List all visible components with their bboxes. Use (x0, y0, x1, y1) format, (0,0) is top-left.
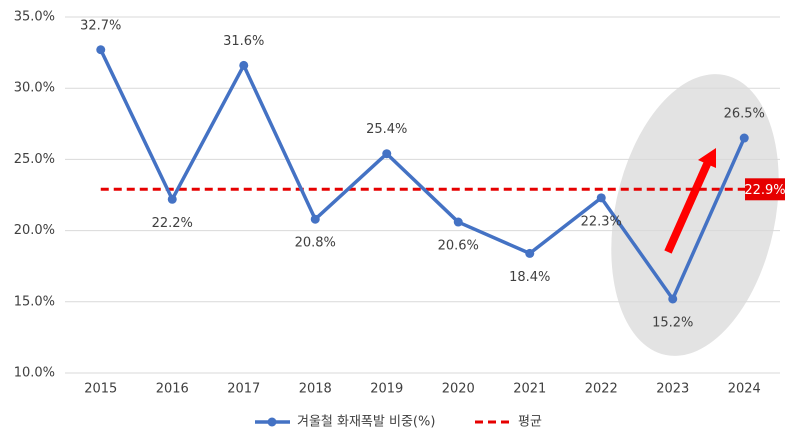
y-tick-label: 20.0% (14, 223, 55, 238)
x-tick-label: 2018 (299, 382, 332, 397)
data-label: 32.7% (80, 18, 121, 33)
x-tick-label: 2016 (156, 382, 189, 397)
legend-label: 겨울철 화재폭발 비중(%) (297, 415, 435, 430)
x-tick-label: 2023 (656, 382, 689, 397)
average-label-box (745, 178, 785, 201)
data-label: 25.4% (366, 122, 407, 137)
x-tick-label: 2024 (728, 382, 761, 397)
data-point (382, 149, 392, 159)
y-tick-label: 30.0% (14, 81, 55, 96)
y-tick-label: 35.0% (14, 10, 55, 25)
highlight-ellipse (611, 74, 779, 356)
data-label: 31.6% (223, 34, 264, 49)
data-point (525, 248, 535, 258)
trend-arrow-head (698, 148, 716, 168)
data-point (239, 60, 249, 70)
data-point (167, 194, 177, 204)
legend-label: 평균 (518, 415, 542, 430)
data-point (453, 217, 463, 227)
x-tick-label: 2019 (370, 382, 403, 397)
trend-arrow (664, 160, 712, 254)
average-label: 22.9% (744, 183, 785, 198)
x-tick-label: 2022 (585, 382, 618, 397)
data-label: 18.4% (509, 270, 550, 285)
x-tick-label: 2020 (442, 382, 475, 397)
data-point (596, 193, 606, 203)
data-label: 22.2% (152, 216, 193, 231)
grid (65, 16, 780, 374)
series-line (99, 48, 746, 301)
data-label: 20.6% (438, 239, 479, 254)
x-tick-label: 2017 (227, 382, 260, 397)
x-tick-label: 2015 (84, 382, 117, 397)
data-label: 15.2% (652, 315, 693, 330)
legend-marker (267, 417, 277, 427)
data-point (96, 45, 106, 55)
y-tick-label: 10.0% (14, 366, 55, 381)
y-tick-label: 25.0% (14, 152, 55, 167)
y-tick-label: 15.0% (14, 294, 55, 309)
data-point (739, 133, 749, 143)
x-tick-label: 2021 (513, 382, 546, 397)
data-point (668, 294, 678, 304)
data-label: 26.5% (724, 107, 765, 122)
data-point (310, 214, 320, 224)
data-label: 20.8% (295, 236, 336, 251)
data-label: 22.3% (581, 214, 622, 229)
